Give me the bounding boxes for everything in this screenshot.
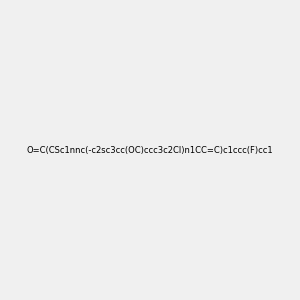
Text: O=C(CSc1nnc(-c2sc3cc(OC)ccc3c2Cl)n1CC=C)c1ccc(F)cc1: O=C(CSc1nnc(-c2sc3cc(OC)ccc3c2Cl)n1CC=C)… xyxy=(27,146,273,154)
